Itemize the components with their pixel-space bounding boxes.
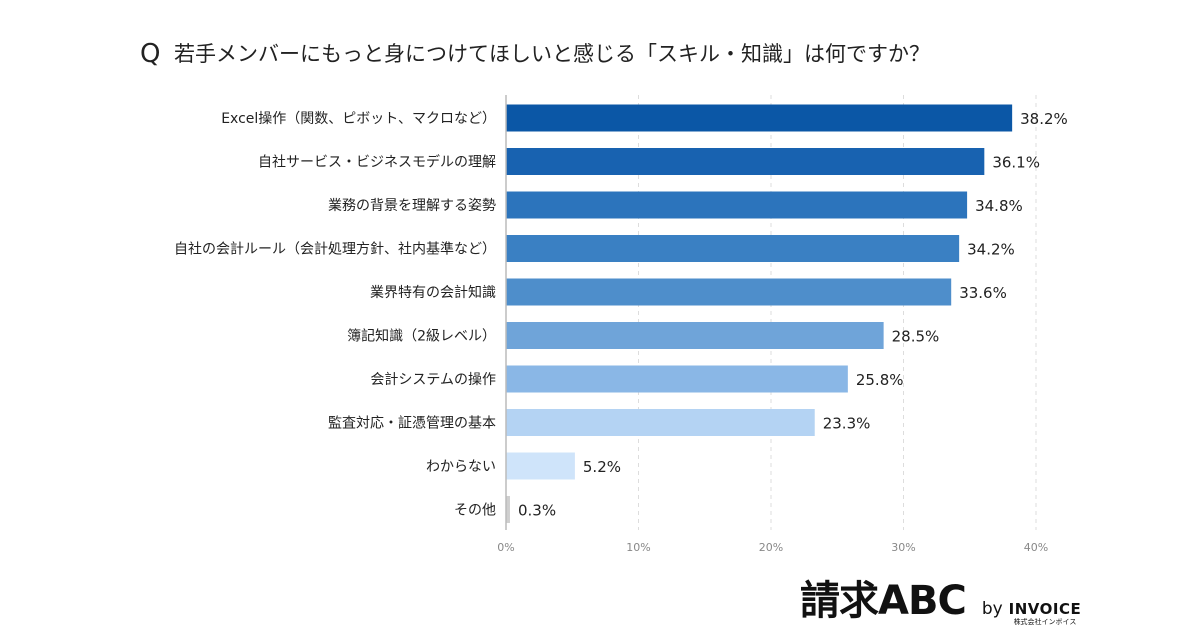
value-label: 33.6% <box>959 284 1007 302</box>
category-label: その他 <box>454 503 496 519</box>
value-label: 36.1% <box>992 154 1040 172</box>
x-tick-label: 40% <box>1024 541 1048 554</box>
category-label: 会計システムの操作 <box>370 372 496 388</box>
value-label: 0.3% <box>518 502 556 520</box>
value-label: 38.2% <box>1020 110 1068 128</box>
x-tick-label: 0% <box>497 541 514 554</box>
value-label: 28.5% <box>892 328 940 346</box>
logo-by-text: by <box>981 599 1003 619</box>
bar <box>506 191 968 219</box>
category-label: 自社サービス・ビジネスモデルの理解 <box>258 154 496 171</box>
axis: 0% 10% 20% 30% 40% <box>497 95 1048 554</box>
x-tick-label: 10% <box>626 541 650 554</box>
category-label: わからない <box>426 459 496 475</box>
bar <box>506 104 1013 132</box>
bar <box>506 365 848 393</box>
chart-title-group: Q 若手メンバーにもっと身につけてほしいと感じる「スキル・知識」は何ですか？ <box>140 39 930 69</box>
logo-company-sub: 株式会社インボイス <box>1013 618 1077 626</box>
bar <box>506 148 985 175</box>
bar <box>506 496 510 523</box>
bar <box>506 235 960 262</box>
logo-main-text: 請求ABC <box>800 578 967 624</box>
category-label: 業界特有の会計知識 <box>370 284 496 301</box>
bars: Excel操作（関数、ピボット、マクロなど） 38.2% 自社サービス・ビジネスモデ… <box>174 104 1068 523</box>
bar <box>506 452 575 480</box>
value-label: 23.3% <box>823 415 871 433</box>
x-tick-label: 30% <box>891 541 915 554</box>
value-label: 34.8% <box>975 197 1023 215</box>
logo-company: INVOICE 株式会社インボイス <box>1009 602 1082 626</box>
bar <box>506 409 815 436</box>
category-label: 監査対応・証憑管理の基本 <box>328 415 496 432</box>
bar-chart: Q 若手メンバーにもっと身につけてほしいと感じる「スキル・知識」は何ですか？ E… <box>140 39 1068 554</box>
question-mark-q: Q <box>140 39 160 69</box>
logo-company-name: INVOICE <box>1008 600 1082 618</box>
bar <box>506 322 884 349</box>
value-label: 5.2% <box>583 458 621 476</box>
category-label: 業務の背景を理解する姿勢 <box>328 198 496 214</box>
value-label: 34.2% <box>967 241 1015 259</box>
category-label: Excel操作（関数、ピボット、マクロなど） <box>221 111 496 127</box>
category-label: 簿記知識（2級レベル） <box>347 328 496 345</box>
brand-logo: 請求ABC by INVOICE 株式会社インボイス <box>800 568 1081 626</box>
bar <box>506 278 952 306</box>
value-label: 25.8% <box>856 371 904 389</box>
chart-title: 若手メンバーにもっと身につけてほしいと感じる「スキル・知識」は何ですか？ <box>174 42 930 66</box>
category-label: 自社の会計ルール（会計処理方針、社内基準など） <box>174 241 496 258</box>
x-tick-label: 20% <box>759 541 783 554</box>
